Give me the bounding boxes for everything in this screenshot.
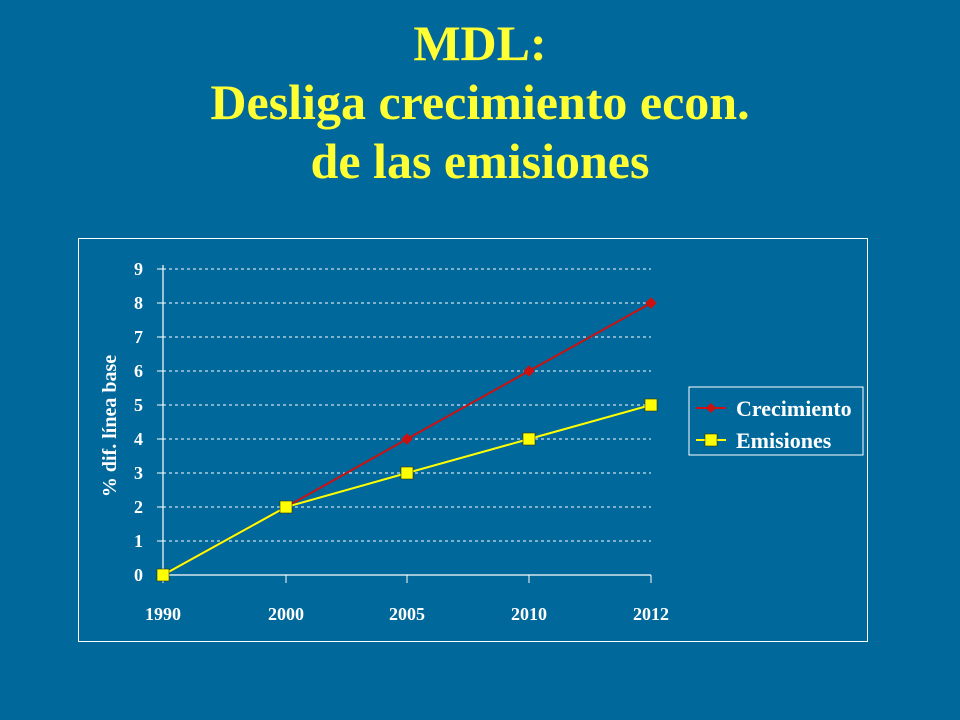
y-tick-label-9: 9 xyxy=(134,259,143,279)
x-tick-labels: 1990 2000 2005 2010 2012 xyxy=(145,604,669,624)
legend-label-crecimiento: Crecimiento xyxy=(736,396,852,421)
legend-box xyxy=(688,386,864,456)
point-emisiones-2010 xyxy=(522,432,536,446)
x-tick-label-2000: 2000 xyxy=(268,604,304,624)
legend-swatch-marker xyxy=(704,433,718,447)
series-emisiones xyxy=(156,398,658,582)
y-axis-label: % dif. línea base xyxy=(99,355,121,497)
legend-item-emisiones: Emisiones xyxy=(696,428,832,453)
y-tick-label-3: 3 xyxy=(134,463,143,483)
legend: Crecimiento Emisiones xyxy=(688,386,864,456)
point-emisiones-2005 xyxy=(400,466,414,480)
y-tick-label-6: 6 xyxy=(134,361,143,381)
point-crecimiento-2012 xyxy=(645,297,657,309)
y-tick-label-7: 7 xyxy=(134,327,143,347)
grid-lines xyxy=(163,268,651,542)
x-tick-label-2005: 2005 xyxy=(389,604,425,624)
y-tick-label-5: 5 xyxy=(134,395,143,415)
legend-swatch-marker xyxy=(706,403,716,413)
legend-label-emisiones: Emisiones xyxy=(736,428,832,453)
x-tick-label-2012: 2012 xyxy=(633,604,669,624)
y-tick-label-4: 4 xyxy=(134,429,143,449)
title-line-3: de las emisiones xyxy=(310,133,650,189)
y-tick-label-1: 1 xyxy=(134,531,143,551)
y-tick-labels: 0 1 2 3 4 5 6 7 8 9 xyxy=(134,259,143,585)
chart-frame xyxy=(78,238,868,642)
x-tick-label-1990: 1990 xyxy=(145,604,181,624)
y-tick-label-2: 2 xyxy=(134,497,143,517)
slide-title: MDL: Desliga crecimiento econ. de las em… xyxy=(0,14,960,191)
point-crecimiento-2005 xyxy=(401,433,413,445)
x-tick-label-2010: 2010 xyxy=(511,604,547,624)
point-emisiones-2000 xyxy=(279,500,293,514)
y-tick-label-8: 8 xyxy=(134,293,143,313)
point-emisiones-2012 xyxy=(644,398,658,412)
point-crecimiento-2010 xyxy=(523,365,535,377)
point-emisiones-1990 xyxy=(156,568,170,582)
y-tick-label-0: 0 xyxy=(134,565,143,585)
legend-item-crecimiento: Crecimiento xyxy=(696,396,852,421)
axes xyxy=(157,265,652,583)
series-crecimiento xyxy=(157,297,657,581)
title-line-2: Desliga crecimiento econ. xyxy=(210,74,750,130)
series-group xyxy=(156,297,658,582)
title-line-1: MDL: xyxy=(413,15,547,71)
series-line-emisiones xyxy=(162,404,652,576)
